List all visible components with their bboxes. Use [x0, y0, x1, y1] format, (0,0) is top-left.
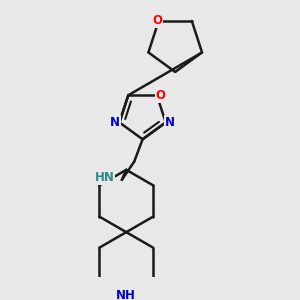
Text: O: O	[155, 89, 165, 102]
Text: N: N	[110, 116, 120, 129]
Text: O: O	[152, 14, 162, 27]
Text: N: N	[165, 116, 175, 129]
Text: NH: NH	[116, 290, 136, 300]
Text: HN: HN	[94, 171, 114, 184]
